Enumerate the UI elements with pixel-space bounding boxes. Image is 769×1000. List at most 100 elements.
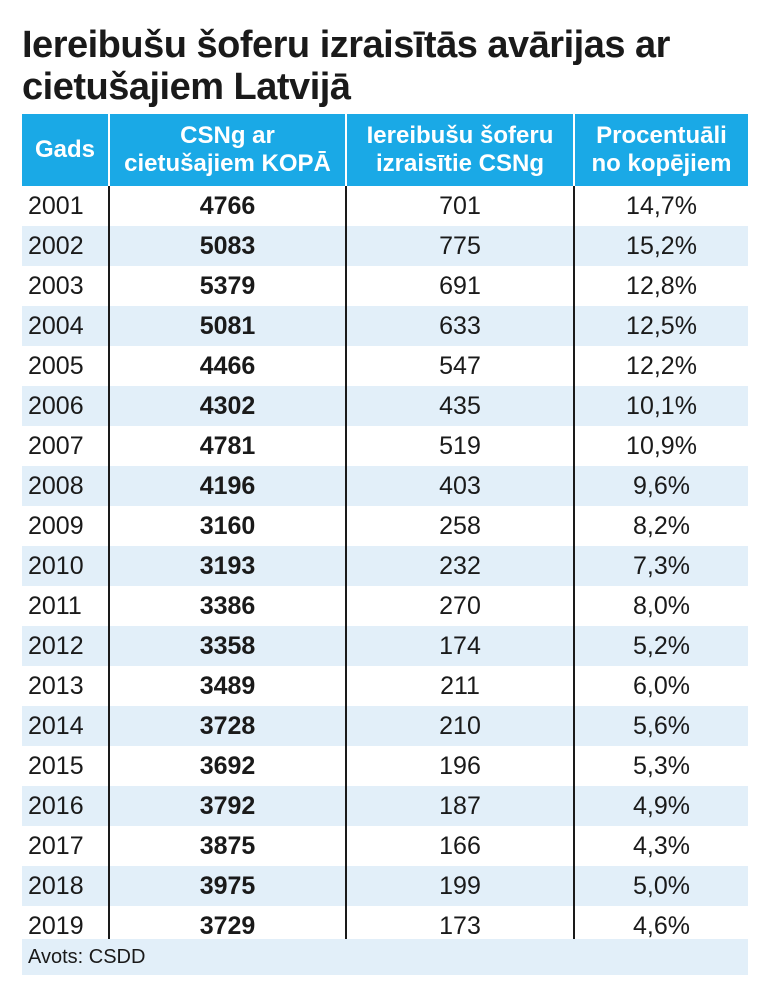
cell-year: 2004 bbox=[22, 306, 109, 346]
cell-drunk-driver-accidents: 519 bbox=[345, 426, 574, 466]
cell-percentage: 6,0% bbox=[573, 666, 748, 706]
cell-total-accidents: 4196 bbox=[108, 466, 346, 506]
table-row: 2018 3975 199 5,0% bbox=[22, 866, 748, 906]
table-row: 2006 4302 435 10,1% bbox=[22, 386, 748, 426]
chart-title: Iereibušu šoferu izraisītās avārijas ar … bbox=[22, 24, 670, 108]
cell-year: 2010 bbox=[22, 546, 109, 586]
cell-total-accidents: 3692 bbox=[108, 746, 346, 786]
cell-year: 2012 bbox=[22, 626, 109, 666]
cell-total-accidents: 3193 bbox=[108, 546, 346, 586]
cell-drunk-driver-accidents: 270 bbox=[345, 586, 574, 626]
cell-total-accidents: 3728 bbox=[108, 706, 346, 746]
header-row: Gads CSNg ar cietušajiem KOPĀ Iereibušu … bbox=[22, 114, 748, 186]
cell-year: 2009 bbox=[28, 511, 84, 540]
table-row: 2005 4466 547 12,2% bbox=[22, 346, 748, 386]
cell-total-accidents: 3358 bbox=[108, 626, 346, 666]
cell-drunk-driver-accidents: 187 bbox=[345, 786, 574, 826]
cell-year: 2015 bbox=[28, 751, 84, 780]
cell-percentage: 5,3% bbox=[573, 746, 748, 786]
table-row: 2008 4196 403 9,6% bbox=[22, 466, 748, 506]
cell-percentage: 12,2% bbox=[573, 346, 748, 386]
cell-total-accidents: 4466 bbox=[108, 346, 346, 386]
cell-year: 2002 bbox=[22, 226, 109, 266]
cell-drunk-driver-accidents: 403 bbox=[345, 466, 574, 506]
table-header: Gads CSNg ar cietušajiem KOPĀ Iereibušu … bbox=[22, 114, 748, 186]
cell-year: 2018 bbox=[22, 866, 109, 906]
cell-drunk-driver-accidents: 701 bbox=[345, 186, 574, 226]
table-row: 2004 5081 633 12,5% bbox=[22, 306, 748, 346]
table-row: 2016 3792 187 4,9% bbox=[22, 786, 748, 826]
header-percentage: Procentuāli no kopējiem bbox=[573, 114, 748, 186]
cell-drunk-driver-accidents: 691 bbox=[345, 266, 574, 306]
table-row: 2017 3875 166 4,3% bbox=[22, 826, 748, 866]
cell-total-accidents: 3160 bbox=[108, 506, 346, 546]
cell-drunk-driver-accidents: 775 bbox=[345, 226, 574, 266]
cell-drunk-driver-accidents: 210 bbox=[345, 706, 574, 746]
table-row: 2012 3358 174 5,2% bbox=[22, 626, 748, 666]
table-row: 2015 3692 196 5,3% bbox=[22, 746, 748, 786]
cell-year: 2011 bbox=[28, 591, 82, 620]
cell-percentage: 10,9% bbox=[573, 426, 748, 466]
header-drunk-driver-accidents: Iereibušu šoferu izraisītie CSNg bbox=[345, 114, 574, 186]
cell-year: 2003 bbox=[28, 271, 84, 300]
cell-year: 2001 bbox=[28, 191, 84, 220]
cell-total-accidents: 4766 bbox=[108, 186, 346, 226]
cell-drunk-driver-accidents: 633 bbox=[345, 306, 574, 346]
cell-total-accidents: 4302 bbox=[108, 386, 346, 426]
table-row: 2011 3386 270 8,0% bbox=[22, 586, 748, 626]
source-note: Avots: CSDD bbox=[22, 939, 748, 975]
cell-year: 2017 bbox=[28, 831, 84, 860]
cell-percentage: 5,2% bbox=[573, 626, 748, 666]
cell-percentage: 9,6% bbox=[573, 466, 748, 506]
cell-drunk-driver-accidents: 435 bbox=[345, 386, 574, 426]
cell-total-accidents: 5379 bbox=[108, 266, 346, 306]
header-total-accidents: CSNg ar cietušajiem KOPĀ bbox=[108, 114, 346, 186]
table-row: 2001 4766 701 14,7% bbox=[22, 186, 748, 226]
cell-percentage: 15,2% bbox=[573, 226, 748, 266]
cell-percentage: 8,0% bbox=[573, 586, 748, 626]
cell-drunk-driver-accidents: 174 bbox=[345, 626, 574, 666]
cell-percentage: 4,9% bbox=[573, 786, 748, 826]
header-year: Gads bbox=[22, 114, 109, 186]
data-table-container: Gads CSNg ar cietušajiem KOPĀ Iereibušu … bbox=[22, 114, 748, 946]
cell-total-accidents: 3792 bbox=[108, 786, 346, 826]
table-row: 2010 3193 232 7,3% bbox=[22, 546, 748, 586]
cell-total-accidents: 3875 bbox=[108, 826, 346, 866]
cell-percentage: 10,1% bbox=[573, 386, 748, 426]
cell-total-accidents: 3975 bbox=[108, 866, 346, 906]
cell-percentage: 14,7% bbox=[573, 186, 748, 226]
cell-percentage: 5,0% bbox=[573, 866, 748, 906]
cell-year: 2005 bbox=[28, 351, 84, 380]
cell-drunk-driver-accidents: 232 bbox=[345, 546, 574, 586]
cell-percentage: 4,3% bbox=[573, 826, 748, 866]
cell-total-accidents: 4781 bbox=[108, 426, 346, 466]
cell-percentage: 7,3% bbox=[573, 546, 748, 586]
cell-year: 2016 bbox=[22, 786, 109, 826]
cell-year: 2006 bbox=[22, 386, 109, 426]
cell-total-accidents: 5081 bbox=[108, 306, 346, 346]
table-row: 2013 3489 211 6,0% bbox=[22, 666, 748, 706]
table-row: 2003 5379 691 12,8% bbox=[22, 266, 748, 306]
cell-drunk-driver-accidents: 166 bbox=[345, 826, 574, 866]
table-body: 2001 4766 701 14,7% 2002 5083 775 15,2% 2003 5379… bbox=[22, 186, 748, 946]
cell-percentage: 12,8% bbox=[573, 266, 748, 306]
cell-drunk-driver-accidents: 258 bbox=[345, 506, 574, 546]
cell-drunk-driver-accidents: 547 bbox=[345, 346, 574, 386]
table-row: 2009 3160 258 8,2% bbox=[22, 506, 748, 546]
cell-total-accidents: 3489 bbox=[108, 666, 346, 706]
table-row: 2007 4781 519 10,9% bbox=[22, 426, 748, 466]
cell-drunk-driver-accidents: 196 bbox=[345, 746, 574, 786]
cell-total-accidents: 3386 bbox=[108, 586, 346, 626]
cell-year: 2014 bbox=[22, 706, 109, 746]
cell-year: 2019 bbox=[28, 911, 84, 940]
cell-total-accidents: 5083 bbox=[108, 226, 346, 266]
cell-year: 2013 bbox=[28, 671, 84, 700]
table-row: 2002 5083 775 15,2% bbox=[22, 226, 748, 266]
cell-drunk-driver-accidents: 199 bbox=[345, 866, 574, 906]
table-row: 2014 3728 210 5,6% bbox=[22, 706, 748, 746]
cell-percentage: 12,5% bbox=[573, 306, 748, 346]
cell-year: 2008 bbox=[22, 466, 109, 506]
data-table: Gads CSNg ar cietušajiem KOPĀ Iereibušu … bbox=[22, 114, 748, 946]
cell-drunk-driver-accidents: 211 bbox=[345, 666, 574, 706]
cell-percentage: 8,2% bbox=[573, 506, 748, 546]
